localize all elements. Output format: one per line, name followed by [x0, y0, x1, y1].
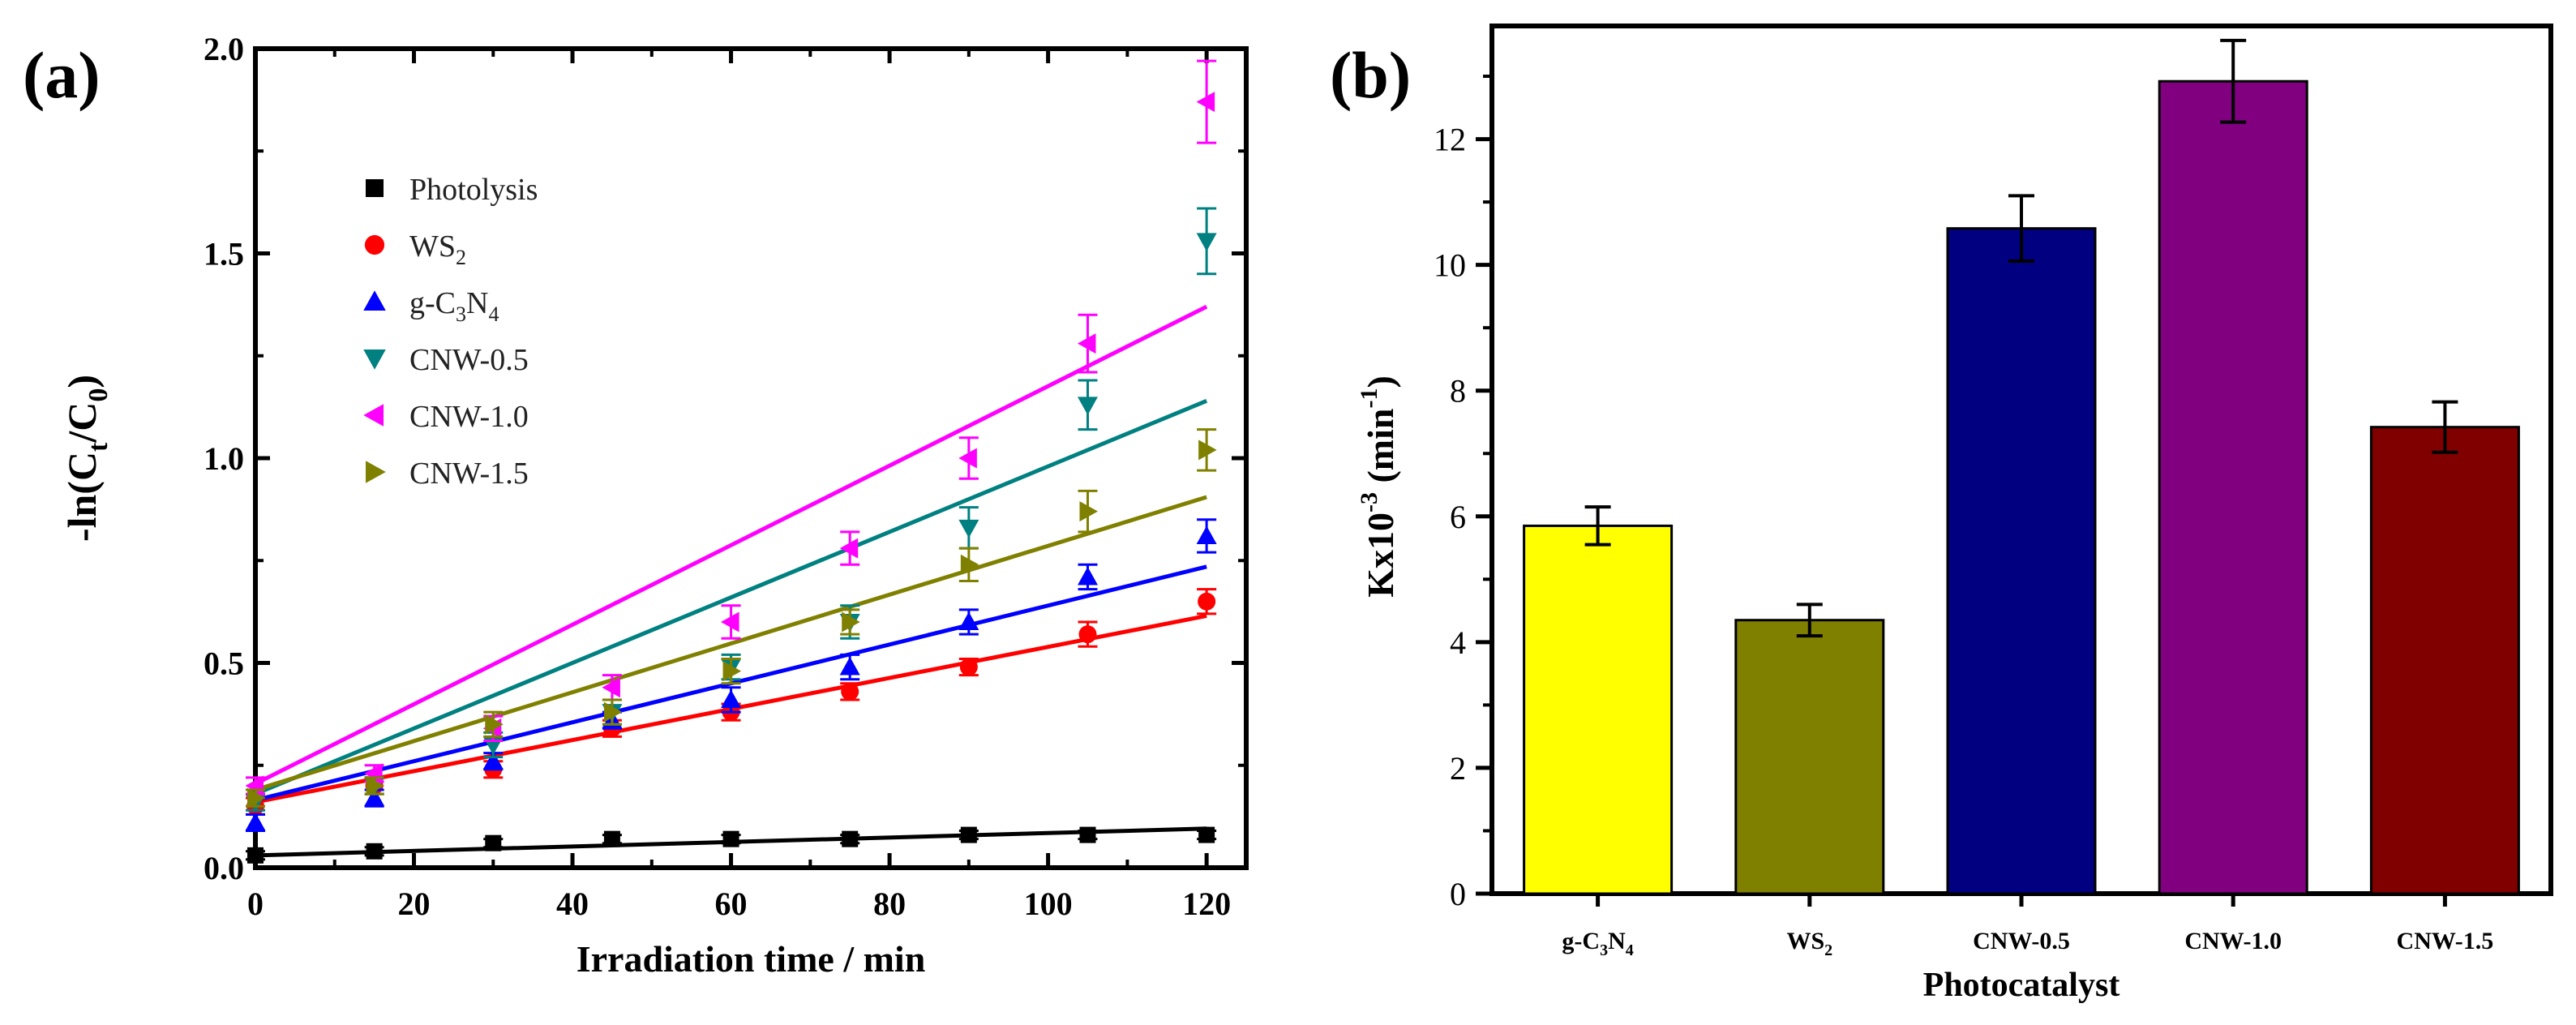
data-point-cnw-1.0 — [721, 611, 739, 633]
fit-line-cnw-1.0 — [254, 304, 1208, 786]
legend-marker-cnw-0.5 — [363, 350, 386, 370]
bar-cnw-1.5 — [2369, 426, 2520, 895]
legend-marker-ws2 — [364, 234, 385, 255]
data-point-ws2 — [959, 658, 978, 676]
data-point-cnw-1.5 — [603, 701, 623, 723]
data-point-g-c3n4 — [245, 812, 266, 831]
legend-label-cnw-1.0: CNW-1.0 — [409, 400, 529, 434]
b-category-label-cnw-0.5: CNW-0.5 — [1973, 928, 2070, 954]
data-point-cnw-1.5 — [1198, 440, 1217, 461]
a-x-tick-label: 0 — [247, 886, 264, 922]
data-point-photolysis — [1079, 826, 1096, 843]
data-point-g-c3n4 — [482, 751, 504, 770]
data-point-photolysis — [366, 843, 383, 860]
data-point-photolysis — [1198, 826, 1215, 843]
data-point-cnw-1.0 — [958, 448, 977, 469]
data-point-photolysis — [603, 830, 620, 847]
legend-marker-photolysis — [366, 179, 384, 197]
panel-b-bars — [1523, 38, 2520, 895]
data-point-g-c3n4 — [958, 611, 979, 630]
data-point-ws2 — [841, 682, 859, 701]
panel-a-y-axis-label: -ln(Ct/C0) — [59, 375, 114, 542]
panel-b-x-axis-label: Photocatalyst — [1923, 967, 2120, 1004]
a-x-tick-label: 120 — [1182, 886, 1231, 922]
data-point-cnw-1.5 — [1079, 501, 1098, 522]
bar-cnw-1.0 — [2158, 79, 2308, 895]
legend-label-cnw-1.5: CNW-1.5 — [409, 457, 529, 491]
b-y-tick-label: 6 — [1450, 499, 1466, 535]
b-y-tick-label: 4 — [1450, 624, 1466, 661]
b-category-label-cnw-1.0: CNW-1.0 — [2184, 928, 2282, 954]
data-point-cnw-0.5 — [958, 519, 979, 538]
data-point-cnw-1.5 — [366, 775, 385, 796]
panel-b-category-labels: g-C3N4 WS2 CNW-0.5 CNW-1.0 CNW-1.5 — [1562, 894, 2493, 959]
panel-b: (b) 0 2 4 6 8 10 12 g-C3N4 WS2 CNW-0.5 CNW-1.0 CNW… — [1330, 24, 2553, 1004]
a-x-tick-label: 100 — [1024, 886, 1073, 922]
a-x-tick-label: 80 — [873, 886, 906, 922]
b-y-tick-label: 0 — [1450, 876, 1466, 912]
panel-a-label: (a) — [23, 38, 101, 112]
panel-b-label: (b) — [1330, 38, 1411, 112]
data-point-cnw-1.5 — [485, 714, 504, 735]
data-point-g-c3n4 — [721, 689, 742, 708]
b-category-label-ws2: WS2 — [1786, 928, 1832, 959]
data-point-photolysis — [722, 830, 739, 847]
data-point-cnw-1.0 — [1077, 333, 1096, 354]
data-point-cnw-0.5 — [1077, 397, 1098, 415]
data-point-ws2 — [1078, 625, 1097, 644]
legend-marker-cnw-1.0 — [363, 404, 384, 427]
b-category-label-g-c3n4: g-C3N4 — [1562, 928, 1633, 959]
data-point-g-c3n4 — [1077, 566, 1098, 585]
data-point-g-c3n4 — [839, 657, 860, 675]
data-point-photolysis — [960, 826, 977, 843]
data-point-g-c3n4 — [1196, 525, 1217, 544]
data-point-cnw-1.5 — [960, 554, 979, 575]
data-point-photolysis — [842, 830, 859, 847]
panel-a: (a) 0 20 40 60 80 100 120 0.0 0.5 1.0 1.5 2.0 Phot… — [23, 31, 1249, 980]
legend-label-g-c3n4: g-C3N4 — [409, 286, 499, 326]
data-point-cnw-1.0 — [839, 538, 859, 559]
a-y-tick-label: 1.0 — [204, 440, 244, 477]
a-x-tick-label: 20 — [398, 886, 431, 922]
panel-a-y-ticks: 0.0 0.5 1.0 1.5 2.0 — [204, 31, 1246, 886]
a-y-tick-label: 0.5 — [204, 645, 244, 682]
data-point-cnw-0.5 — [1196, 233, 1217, 251]
a-x-tick-label: 60 — [715, 886, 748, 922]
a-y-tick-label: 1.5 — [204, 236, 244, 272]
data-point-photolysis — [247, 847, 264, 864]
legend-marker-cnw-1.5 — [366, 461, 386, 483]
bar-cnw-0.5 — [1946, 227, 2097, 895]
a-x-tick-label: 40 — [556, 886, 589, 922]
panel-a-x-axis-label: Irradiation time / min — [576, 938, 926, 980]
data-point-ws2 — [1198, 592, 1216, 611]
data-point-g-c3n4 — [364, 787, 385, 807]
legend-label-photolysis: Photolysis — [409, 173, 538, 207]
panel-a-data-points — [245, 59, 1217, 864]
data-point-cnw-1.5 — [842, 611, 860, 633]
b-y-tick-label: 8 — [1450, 373, 1466, 410]
b-y-tick-label: 2 — [1450, 750, 1466, 787]
data-point-cnw-1.5 — [247, 787, 266, 808]
fit-line-cnw-1.5 — [255, 495, 1207, 792]
b-y-tick-label: 12 — [1434, 122, 1466, 158]
data-point-cnw-1.0 — [1196, 92, 1215, 113]
bar-g-c3n4 — [1523, 524, 1674, 895]
bar-ws2 — [1734, 619, 1885, 895]
fit-line-cnw-0.5 — [255, 398, 1208, 796]
data-point-cnw-1.5 — [722, 661, 742, 682]
panel-b-y-ticks: 0 2 4 6 8 10 12 — [1434, 75, 1492, 912]
data-point-cnw-1.0 — [602, 677, 620, 698]
legend-label-cnw-0.5: CNW-0.5 — [409, 343, 529, 377]
a-y-tick-label: 2.0 — [204, 31, 244, 67]
data-point-photolysis — [485, 834, 502, 851]
a-y-tick-label: 0.0 — [204, 850, 244, 886]
panel-a-x-ticks: 0 20 40 60 80 100 120 — [247, 49, 1231, 922]
legend-marker-g-c3n4 — [363, 290, 386, 311]
b-y-tick-label: 10 — [1434, 247, 1466, 284]
panel-b-y-axis-label: Kx10-3 (min-1) — [1356, 375, 1401, 598]
b-category-label-cnw-1.5: CNW-1.5 — [2397, 928, 2494, 954]
